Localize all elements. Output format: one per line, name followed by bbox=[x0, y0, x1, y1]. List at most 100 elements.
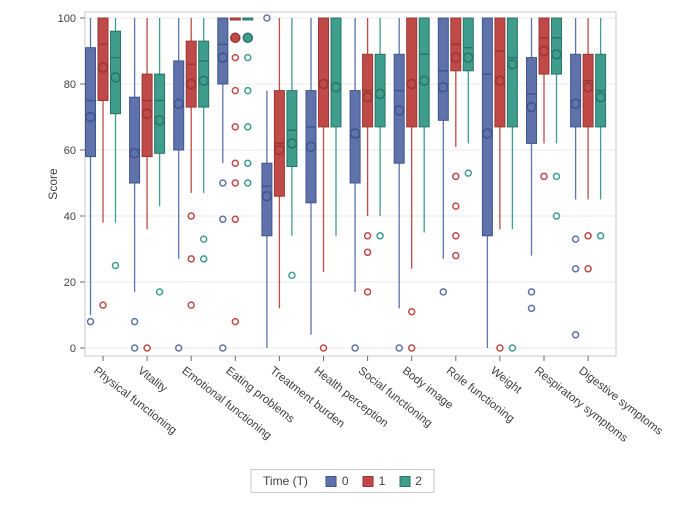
outlier-point bbox=[187, 255, 195, 263]
box bbox=[242, 17, 254, 21]
box-group-1-9 bbox=[494, 17, 506, 352]
box-group-0-0 bbox=[85, 18, 96, 326]
outlier-point bbox=[244, 179, 252, 187]
outlier-point bbox=[155, 288, 164, 296]
legend-entry-label: 2 bbox=[415, 474, 422, 488]
x-axis-label: Digestive symptoms bbox=[576, 365, 665, 438]
outlier-point bbox=[199, 235, 208, 243]
mean-marker bbox=[110, 72, 121, 83]
mean-marker bbox=[595, 91, 606, 103]
outlier-point bbox=[319, 344, 328, 352]
legend-swatch bbox=[362, 475, 374, 487]
box-group-1-5 bbox=[318, 17, 329, 352]
box-group-2-1 bbox=[154, 18, 166, 296]
outlier-point bbox=[174, 344, 183, 352]
box-group-1-4 bbox=[273, 18, 285, 309]
mean-marker bbox=[362, 91, 373, 103]
box bbox=[217, 17, 229, 85]
outlier-point bbox=[452, 251, 460, 260]
box bbox=[330, 17, 342, 128]
outlier-point bbox=[452, 202, 460, 210]
x-axis-label: Treatment burden bbox=[268, 365, 347, 430]
legend-swatch bbox=[399, 475, 411, 487]
box-group-2-11 bbox=[595, 18, 607, 240]
box bbox=[129, 96, 141, 184]
outlier-point bbox=[244, 123, 252, 131]
box bbox=[198, 40, 210, 108]
outlier-point bbox=[219, 215, 227, 224]
box-group-1-6 bbox=[362, 18, 374, 296]
mean-marker bbox=[482, 128, 493, 139]
outlier-point bbox=[263, 14, 271, 22]
box bbox=[570, 53, 582, 128]
mean-marker bbox=[173, 98, 184, 110]
x-axis-label: Physical functioning bbox=[91, 365, 178, 437]
legend-title: Time (T) bbox=[263, 474, 308, 488]
outlier-point bbox=[130, 344, 139, 352]
legend-entry-label: 1 bbox=[378, 474, 386, 488]
outlier-point bbox=[231, 86, 240, 95]
outlier-point bbox=[244, 159, 252, 167]
box bbox=[494, 17, 506, 128]
outlier-point bbox=[571, 265, 580, 273]
box-group-2-4 bbox=[286, 18, 298, 280]
outlier-point bbox=[407, 344, 416, 352]
box-group-0-9 bbox=[481, 17, 493, 348]
legend-entry-label: 0 bbox=[341, 474, 349, 488]
mean-marker bbox=[349, 128, 361, 139]
legend-entry: 1 bbox=[362, 474, 386, 488]
outlier-point bbox=[199, 255, 208, 263]
box-group-2-6 bbox=[374, 18, 386, 240]
outlier-point bbox=[187, 212, 195, 220]
box-group-1-7 bbox=[406, 17, 418, 352]
box-group-0-11 bbox=[570, 18, 582, 339]
box-group-2-3 bbox=[242, 17, 254, 187]
outlier-point bbox=[596, 232, 605, 240]
mean-marker bbox=[393, 105, 405, 116]
y-tick-label: 40 bbox=[64, 211, 76, 223]
box-group-1-3 bbox=[229, 17, 241, 326]
mean-marker bbox=[85, 111, 96, 123]
y-tick-label: 0 bbox=[70, 343, 76, 355]
mean-marker bbox=[185, 78, 197, 90]
outlier-point bbox=[363, 232, 372, 240]
outlier-point bbox=[288, 271, 296, 280]
mean-marker bbox=[406, 78, 417, 90]
legend-entry: 2 bbox=[399, 474, 422, 488]
box-group-0-5 bbox=[305, 18, 317, 335]
y-tick-label: 80 bbox=[64, 79, 76, 91]
box-group-2-2 bbox=[198, 18, 210, 263]
box bbox=[286, 90, 298, 167]
outlier-point bbox=[244, 53, 252, 62]
box bbox=[526, 57, 537, 144]
box bbox=[154, 73, 166, 154]
box bbox=[185, 40, 197, 108]
outlier-point bbox=[584, 265, 592, 273]
outlier-point bbox=[452, 172, 460, 181]
outlier-point bbox=[571, 235, 580, 243]
box-group-0-6 bbox=[349, 18, 361, 352]
mean-marker bbox=[582, 82, 594, 93]
outlier-point bbox=[351, 344, 359, 352]
mean-marker bbox=[305, 141, 317, 152]
mean-marker bbox=[274, 144, 285, 156]
outlier-point bbox=[111, 261, 120, 270]
box bbox=[462, 17, 474, 72]
box bbox=[318, 17, 329, 128]
box-group-0-1 bbox=[129, 18, 141, 352]
outlier-point bbox=[508, 344, 517, 352]
box-group-1-1 bbox=[141, 18, 153, 352]
box-group-1-8 bbox=[450, 17, 462, 260]
outlier-point bbox=[130, 317, 139, 326]
outlier-point bbox=[540, 172, 548, 181]
outlier-point bbox=[496, 344, 504, 352]
outlier-point bbox=[363, 248, 372, 257]
mean-marker bbox=[507, 58, 518, 70]
outlier-point bbox=[527, 288, 536, 296]
outlier-point bbox=[244, 86, 252, 95]
mean-marker bbox=[374, 88, 386, 100]
box-group-2-10 bbox=[551, 17, 562, 220]
mean-marker bbox=[526, 101, 537, 113]
mean-marker bbox=[154, 115, 165, 126]
